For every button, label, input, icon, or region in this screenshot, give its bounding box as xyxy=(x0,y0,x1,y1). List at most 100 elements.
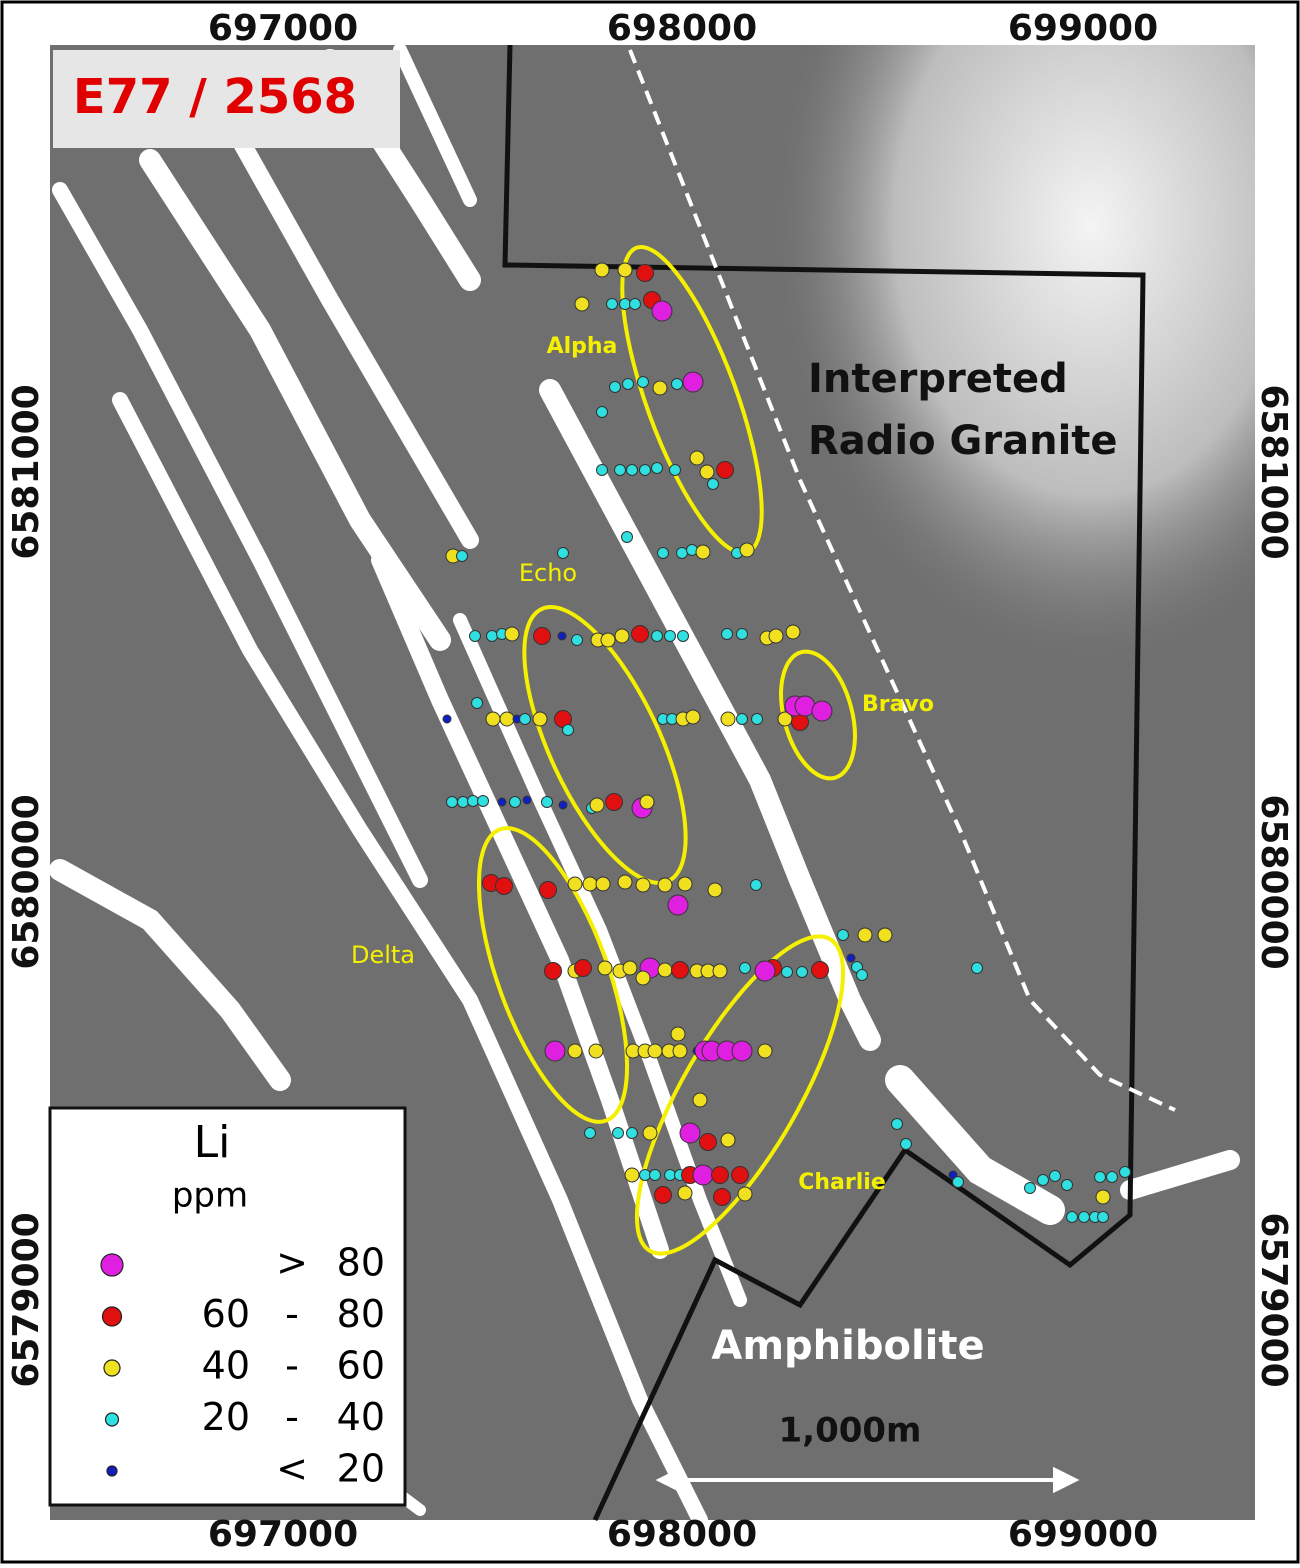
sample-point xyxy=(1038,1175,1049,1186)
sample-point xyxy=(558,632,566,640)
sample-point xyxy=(671,1027,685,1041)
legend-to: 60 xyxy=(337,1344,385,1388)
sample-point xyxy=(650,1170,661,1181)
sample-point xyxy=(627,465,638,476)
sample-point xyxy=(1062,1180,1073,1191)
sample-point xyxy=(713,964,727,978)
sample-point xyxy=(630,299,641,310)
sample-point xyxy=(737,629,748,640)
legend-unit: ppm xyxy=(172,1176,248,1216)
y-label: 6579000 xyxy=(1253,1212,1294,1387)
sample-point xyxy=(534,628,551,645)
sample-point xyxy=(520,714,531,725)
legend-swatch xyxy=(103,1307,122,1326)
sample-point xyxy=(625,1168,639,1182)
sample-point xyxy=(470,631,481,642)
sample-point xyxy=(640,795,654,809)
sample-point xyxy=(643,1126,657,1140)
sample-point xyxy=(568,877,582,891)
sample-point xyxy=(690,451,704,465)
sample-point xyxy=(620,299,631,310)
annotation: Radio Granite xyxy=(808,418,1118,464)
sample-point xyxy=(636,878,650,892)
x-label: 698000 xyxy=(607,1514,757,1555)
sample-point xyxy=(652,463,663,474)
sample-point xyxy=(648,1044,662,1058)
sample-point xyxy=(740,543,754,557)
x-label: 699000 xyxy=(1008,1514,1158,1555)
sample-point xyxy=(598,961,612,975)
legend-swatch xyxy=(106,1413,119,1426)
map: E77 / 2568 697000 698000 699000 697000 6… xyxy=(0,0,1300,1564)
sample-point xyxy=(623,961,637,975)
sample-point xyxy=(693,1093,707,1107)
sample-point xyxy=(500,712,514,726)
sample-point xyxy=(542,797,553,808)
sample-point xyxy=(568,1044,582,1058)
sample-point xyxy=(575,297,589,311)
sample-point xyxy=(812,962,829,979)
sample-point xyxy=(610,382,621,393)
granite-shading xyxy=(600,45,1255,945)
sample-point xyxy=(758,1044,772,1058)
sample-point xyxy=(1079,1212,1090,1223)
sample-point xyxy=(572,635,583,646)
legend-swatch xyxy=(101,1254,123,1276)
sample-point xyxy=(468,796,479,807)
sample-point xyxy=(596,877,610,891)
sample-point xyxy=(523,796,531,804)
sample-point xyxy=(732,1167,749,1184)
y-label: 6580000 xyxy=(6,794,47,969)
sample-point xyxy=(721,712,735,726)
sample-point xyxy=(590,798,604,812)
sample-point xyxy=(540,882,557,899)
legend-to: 40 xyxy=(337,1395,385,1439)
sample-point xyxy=(658,548,669,559)
sample-point xyxy=(618,875,632,889)
scale-label: 1,000m xyxy=(779,1411,922,1451)
sample-point xyxy=(812,701,832,721)
sample-point xyxy=(678,1186,692,1200)
x-label: 697000 xyxy=(208,1514,358,1555)
sample-point xyxy=(670,465,681,476)
sample-point xyxy=(686,710,700,724)
prospect-label: Bravo xyxy=(862,692,934,717)
prospect-label: Charlie xyxy=(798,1170,886,1195)
y-label: 6580000 xyxy=(1253,794,1294,969)
sample-point xyxy=(559,801,567,809)
sample-point xyxy=(652,631,663,642)
sample-point xyxy=(597,407,608,418)
x-label: 697000 xyxy=(208,8,358,49)
sample-point xyxy=(458,797,469,808)
sample-point xyxy=(558,548,569,559)
sample-point xyxy=(1067,1212,1078,1223)
sample-point xyxy=(738,1187,752,1201)
legend-from: 40 xyxy=(202,1344,250,1388)
sample-point xyxy=(708,883,722,897)
sample-point xyxy=(618,263,632,277)
sample-point xyxy=(545,1041,565,1061)
sample-point xyxy=(1096,1190,1110,1204)
sample-point xyxy=(857,970,868,981)
sample-point xyxy=(901,1139,912,1150)
sample-point xyxy=(740,963,751,974)
sample-point xyxy=(752,714,763,725)
sample-point xyxy=(652,301,672,321)
sample-point xyxy=(472,698,483,709)
sample-point xyxy=(632,626,649,643)
sample-point xyxy=(673,1044,687,1058)
legend-title: Li xyxy=(194,1117,231,1168)
sample-point xyxy=(693,1165,713,1185)
legend-to: 20 xyxy=(337,1447,385,1491)
y-label: 6581000 xyxy=(1253,384,1294,559)
sample-point xyxy=(1107,1172,1118,1183)
sample-point xyxy=(637,265,654,282)
y-label: 6581000 xyxy=(6,384,47,559)
sample-point xyxy=(712,1167,729,1184)
legend-sep: - xyxy=(285,1344,299,1388)
annotation: Amphibolite xyxy=(711,1323,984,1369)
sample-point xyxy=(751,880,762,891)
sample-point xyxy=(1095,1172,1106,1183)
legend-from: 60 xyxy=(202,1292,250,1336)
annotation: Interpreted xyxy=(808,356,1068,402)
